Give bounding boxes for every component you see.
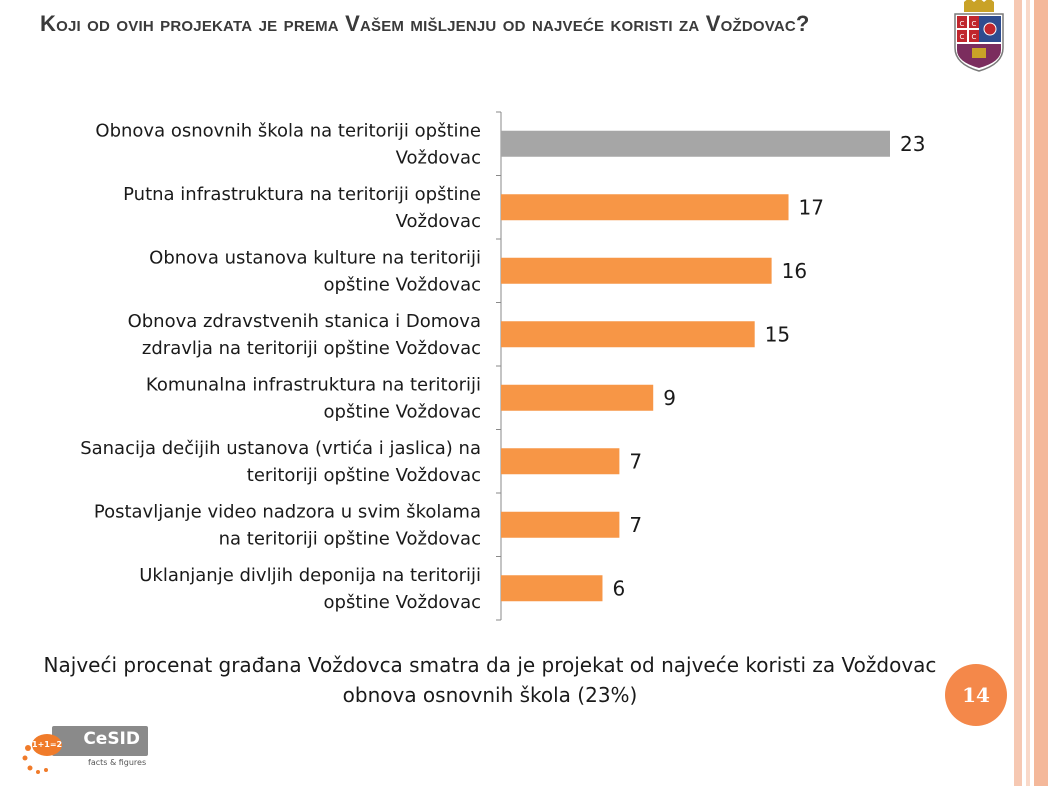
right-border-stripe-3 — [1034, 0, 1048, 786]
logo-box — [52, 726, 148, 756]
data-label: 15 — [765, 322, 790, 346]
cesid-logo: 1+1=2 CeSID facts & figures — [22, 726, 152, 778]
category-label: Komunalna infrastruktura na teritoriji — [146, 374, 481, 395]
category-label: zdravlja na teritoriji opštine Voždovac — [142, 338, 481, 359]
category-label: Postavljanje video nadzora u svim školam… — [94, 501, 481, 522]
category-label: opštine Voždovac — [324, 592, 481, 613]
category-label: Obnova zdravstvenih stanica i Domova — [128, 311, 481, 332]
crest-letter: С — [960, 33, 965, 41]
data-label: 7 — [629, 513, 642, 537]
crest-letter: С — [960, 20, 965, 28]
bar — [501, 511, 620, 538]
data-label: 7 — [629, 449, 642, 473]
bar — [501, 448, 620, 475]
category-label: Obnova ustanova kulture na teritoriji — [149, 247, 481, 268]
category-label: Voždovac — [396, 147, 481, 168]
category-label: Sanacija dečijih ustanova (vrtića i jasl… — [80, 438, 481, 459]
coat-of-arms-icon: С С С С — [954, 0, 1004, 72]
category-label: na teritoriji opštine Voždovac — [219, 528, 481, 549]
category-label: teritoriji opštine Voždovac — [247, 465, 481, 486]
bar — [501, 194, 789, 221]
data-label: 6 — [612, 576, 625, 600]
logo-bubble: 1+1=2 — [32, 734, 62, 756]
category-label: Voždovac — [396, 211, 481, 232]
category-label: Putna infrastruktura na teritoriji opšti… — [123, 184, 481, 205]
category-label: opštine Voždovac — [324, 401, 481, 422]
right-border-stripe-2 — [1026, 0, 1030, 786]
logo-dots-icon — [22, 745, 48, 774]
right-border-stripe-1 — [1014, 0, 1022, 786]
bar — [501, 321, 755, 348]
bar-chart: Obnova osnovnih škola na teritoriji opšt… — [80, 111, 925, 621]
logo-text: CeSID — [83, 729, 140, 749]
logo-tagline: facts & figures — [88, 758, 147, 767]
data-label: 23 — [900, 132, 925, 156]
category-label: Uklanjanje divljih deponija na teritorij… — [139, 565, 481, 586]
data-label: 17 — [799, 195, 824, 219]
crest-letter: С — [972, 33, 977, 41]
data-label: 16 — [782, 259, 807, 283]
category-label: Obnova osnovnih škola na teritoriji opšt… — [95, 120, 481, 141]
bar — [501, 575, 603, 602]
bar — [501, 384, 654, 411]
crest-letter: С — [972, 20, 977, 28]
summary-text: Najveći procenat građana Voždovca smatra… — [43, 653, 937, 707]
slide-title: Koji od ovih projekata je prema Vašem mi… — [40, 11, 810, 36]
category-label: opštine Voždovac — [324, 274, 481, 295]
bar — [501, 257, 772, 284]
data-label: 9 — [663, 386, 676, 410]
bar — [501, 130, 890, 157]
page-number-badge: 14 — [945, 664, 1007, 726]
